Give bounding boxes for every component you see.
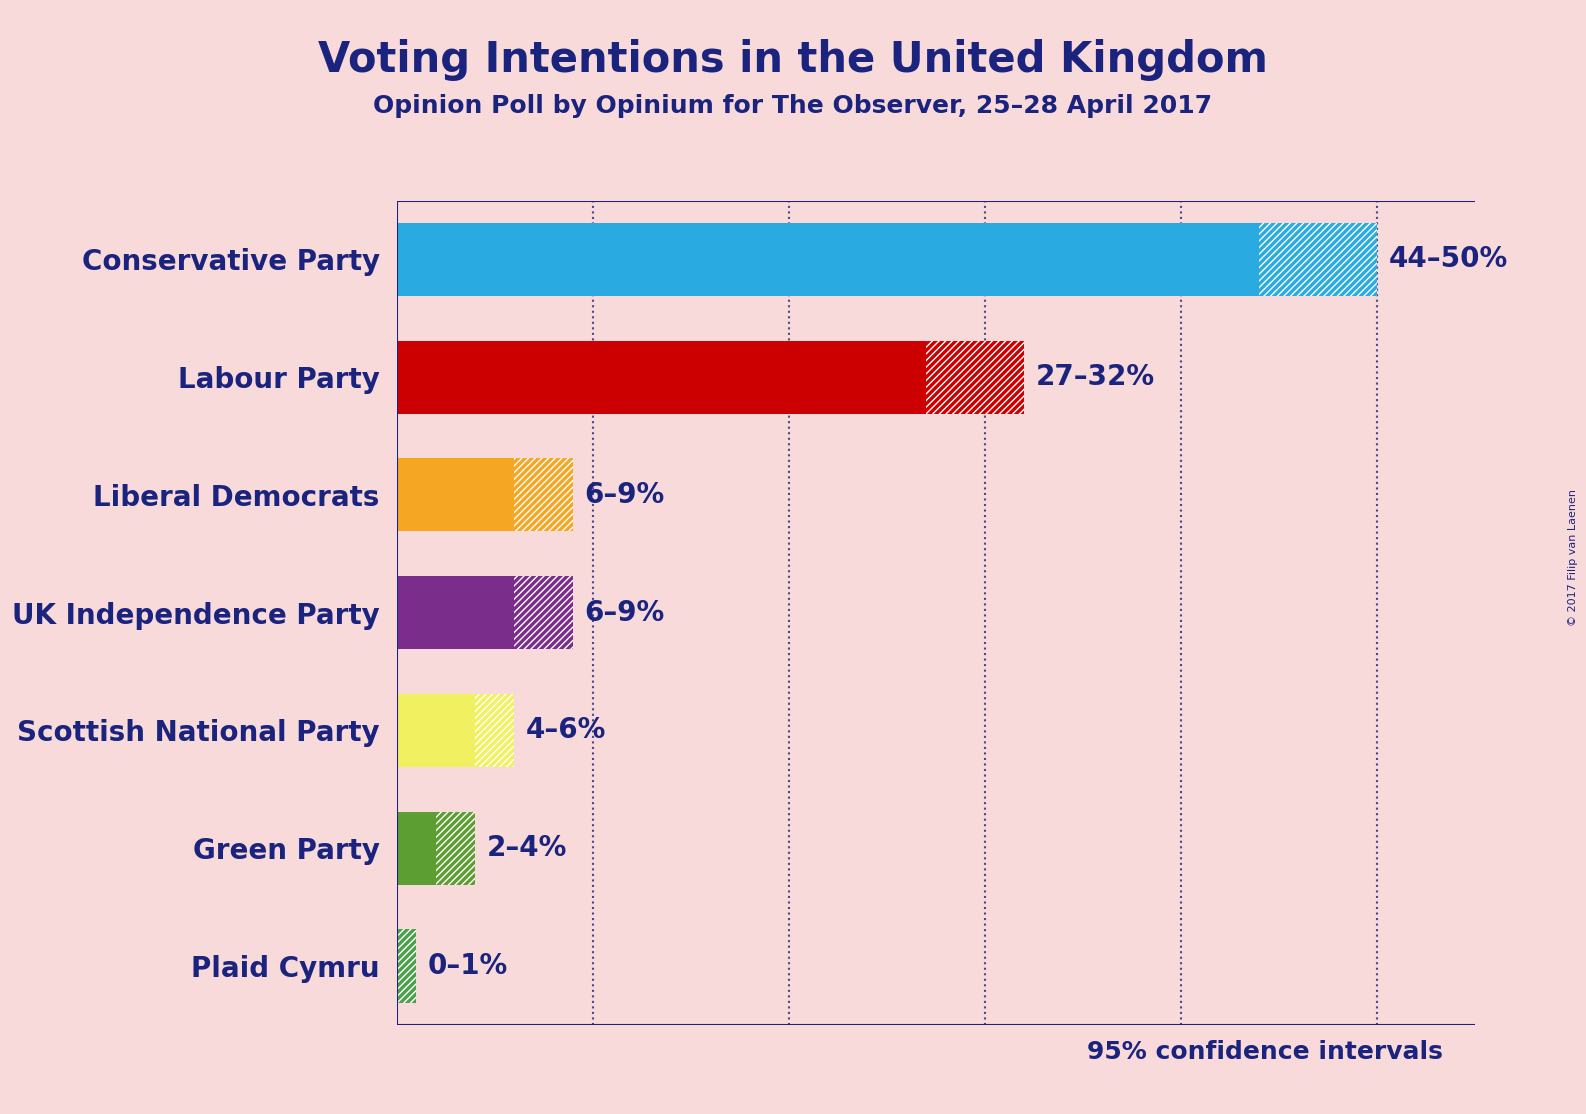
Bar: [396, 459, 514, 531]
Bar: [1259, 223, 1377, 296]
Text: Voting Intentions in the United Kingdom: Voting Intentions in the United Kingdom: [319, 39, 1267, 81]
Bar: [396, 341, 926, 413]
Text: 27–32%: 27–32%: [1036, 363, 1155, 391]
Text: 6–9%: 6–9%: [585, 481, 665, 509]
Bar: [436, 812, 474, 885]
Bar: [474, 694, 514, 766]
Text: © 2017 Filip van Laenen: © 2017 Filip van Laenen: [1569, 489, 1578, 625]
Text: 4–6%: 4–6%: [527, 716, 606, 744]
Bar: [396, 929, 416, 1003]
Bar: [514, 576, 573, 649]
Bar: [926, 341, 1025, 413]
Bar: [514, 576, 573, 649]
Bar: [474, 694, 514, 766]
Text: 95% confidence intervals: 95% confidence intervals: [1088, 1039, 1443, 1064]
Text: 44–50%: 44–50%: [1389, 245, 1508, 273]
Text: 6–9%: 6–9%: [585, 598, 665, 627]
Bar: [396, 223, 1259, 296]
Bar: [396, 929, 416, 1003]
Text: 0–1%: 0–1%: [428, 952, 508, 980]
Bar: [1259, 223, 1377, 296]
Bar: [396, 694, 474, 766]
Bar: [436, 812, 474, 885]
Bar: [926, 341, 1025, 413]
Bar: [514, 459, 573, 531]
Bar: [396, 812, 436, 885]
Bar: [514, 459, 573, 531]
Text: 2–4%: 2–4%: [487, 834, 568, 862]
Bar: [396, 576, 514, 649]
Text: Opinion Poll by Opinium for The Observer, 25–28 April 2017: Opinion Poll by Opinium for The Observer…: [373, 94, 1213, 118]
